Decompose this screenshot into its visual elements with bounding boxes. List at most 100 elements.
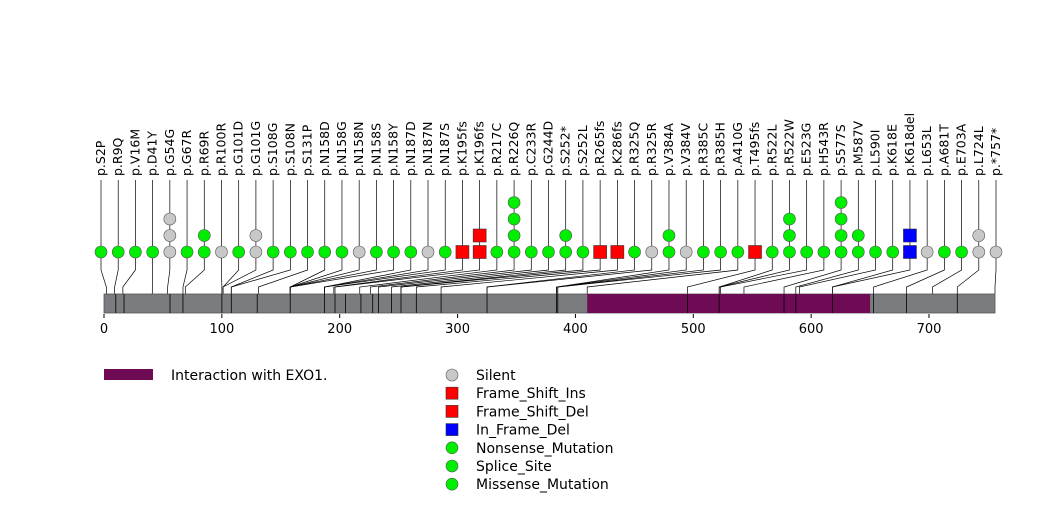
mutation-marker-circle [438, 245, 452, 259]
legend-domain-label: Interaction with EXO1. [171, 368, 327, 384]
connector-line [932, 252, 962, 294]
mutation-marker-square [472, 228, 487, 243]
mutation-marker-circle [783, 245, 796, 259]
mutation-label: p.S108N [282, 123, 297, 176]
mutation-marker-circle [146, 245, 159, 259]
mutation-marker-circle [697, 245, 710, 259]
mutation-label: p.R385C [695, 123, 710, 176]
mutation-marker-circle [180, 245, 194, 259]
connector-line [333, 252, 463, 294]
connector-line [400, 252, 584, 294]
mutation-marker-circle [266, 245, 280, 259]
connector-line [586, 252, 739, 294]
mutation-marker-square [748, 245, 762, 259]
mutation-marker-circle [938, 245, 951, 259]
legend-label: Silent [476, 368, 516, 384]
connector-line [184, 252, 205, 294]
mutation-marker-circle [507, 196, 521, 209]
mutation-label: p.K286fs [609, 121, 624, 176]
mutation-label: p.V384A [661, 123, 676, 176]
legend-label: Missense_Mutation [476, 477, 609, 493]
mutation-label: p.G67R [179, 130, 194, 177]
legend-marker-square [445, 423, 459, 436]
connector-line [783, 252, 842, 294]
mutation-label: p.L590I [868, 130, 883, 176]
mutation-marker-circle [249, 245, 263, 259]
x-tick-label-1: 100 [209, 322, 234, 337]
mutation-label: p.*757* [988, 128, 1003, 176]
mutation-marker-circle [834, 229, 848, 242]
mutation-marker-circle [783, 229, 796, 242]
legend-marker-circle [445, 441, 459, 455]
mutation-label: p.K195fs [454, 121, 469, 176]
mutation-label: p.R522W [781, 119, 796, 176]
protein-bar [103, 293, 996, 314]
mutation-label: p.V16M [127, 129, 142, 176]
mutation-marker-circle [714, 245, 727, 259]
connector-line [100, 252, 107, 294]
connector-line [687, 252, 756, 294]
mutation-marker-square [593, 245, 607, 259]
mutation-label: p.R100R [213, 123, 228, 176]
mutation-marker-circle [662, 245, 676, 259]
mutation-marker-circle [507, 229, 521, 242]
mutation-marker-circle [197, 245, 211, 259]
connector-line [324, 252, 446, 294]
mutation-label: p.N158Y [386, 123, 401, 176]
mutation-label: p.G101G [248, 121, 263, 176]
mutation-marker-circle [542, 245, 555, 259]
connector-line [906, 252, 945, 294]
legend-label: Frame_Shift_Del [476, 404, 589, 420]
legend: Interaction with EXO1. Silent Frame_Shift_… [104, 368, 613, 493]
mutation-marker-circle [335, 245, 349, 259]
legend-marker-circle [445, 368, 459, 382]
mutation-label: p.R325Q [627, 122, 642, 176]
connector-line [230, 252, 291, 294]
connector-line [289, 252, 394, 294]
mutation-marker-square [472, 245, 487, 259]
mutation-marker-circle [972, 245, 986, 259]
mutation-label: p.R325R [644, 123, 659, 176]
x-tick-label-3: 300 [445, 322, 470, 337]
connector-line [720, 252, 808, 294]
mutation-label: p.N187D [403, 121, 418, 176]
mutation-label: p.R9Q [110, 137, 125, 176]
mutation-marker-circle [421, 245, 435, 259]
mutation-label: p.G101D [231, 121, 246, 176]
mutation-label: p.K618E [885, 124, 900, 176]
mutation-marker-circle [352, 245, 366, 259]
mutation-marker-circle [163, 245, 177, 259]
connector-line [795, 252, 859, 294]
mutation-marker-circle [920, 245, 934, 259]
connector-line [167, 252, 171, 294]
mutation-marker-circle [163, 229, 177, 242]
connector-line [359, 252, 498, 294]
mutation-marker-circle [989, 245, 1003, 259]
mutation-marker-circle [284, 245, 297, 259]
mutation-marker-circle [404, 245, 418, 259]
legend-label: In_Frame_Del [476, 423, 570, 439]
mutation-label: p.N187S [437, 123, 452, 176]
mutation-marker-circle [645, 245, 659, 259]
connector-line [391, 252, 549, 294]
mutation-marker-circle [490, 245, 504, 259]
connector-line [956, 252, 980, 294]
connector-line [718, 252, 773, 294]
mutation-label: p.R265fs [592, 121, 607, 176]
mutation-marker-circle [869, 245, 882, 259]
mutation-label: p.H543R [816, 122, 831, 176]
mutation-marker-circle [129, 245, 142, 259]
mutation-label: p.N158G [334, 121, 349, 176]
mutation-marker-circle [215, 245, 228, 259]
connector-line [799, 252, 876, 294]
mutation-marker-circle [628, 245, 641, 259]
mutation-marker-square [455, 245, 470, 259]
mutation-label: p.R385H [713, 122, 728, 176]
mutation-marker-circle [852, 229, 865, 242]
mutation-marker-circle [679, 245, 693, 259]
connector-line [334, 252, 481, 294]
mutation-label: p.S108G [265, 123, 280, 176]
mutation-label: p.R226Q [506, 122, 521, 176]
mutation-marker-square [610, 245, 625, 259]
mutation-label: p.K196fs [472, 121, 487, 176]
